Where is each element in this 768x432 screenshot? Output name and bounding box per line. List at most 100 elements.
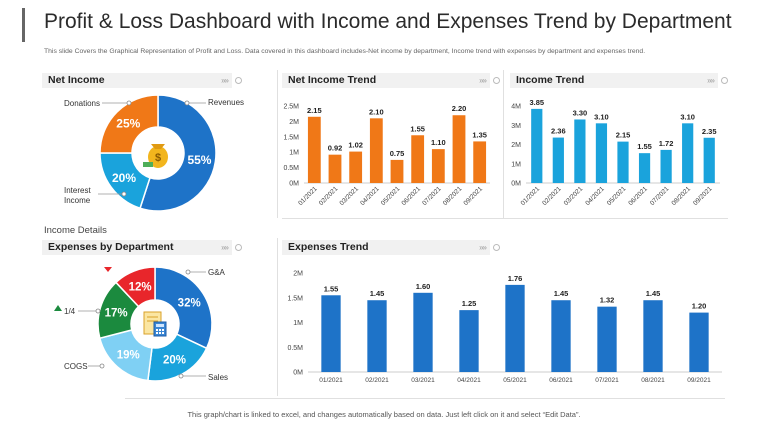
expenses-trend-ytick-3: 1.5M xyxy=(287,295,303,302)
expenses-trend-value-label-2: 1.45 xyxy=(370,289,385,298)
ga-callout-label: G&A xyxy=(208,268,226,277)
net-income-trend-xtick-6: 06/2021 xyxy=(401,185,423,207)
divider-mid-top xyxy=(503,70,504,218)
down-triangle-icon xyxy=(104,267,112,272)
quarter-callout-label: 1/4 xyxy=(64,307,76,316)
expenses-trend-bar-7[interactable] xyxy=(597,306,617,372)
expenses-trend-xtick-8: 08/2021 xyxy=(641,377,665,384)
net-income-slice-label-2: 20% xyxy=(112,171,136,185)
net-income-trend-bar-5[interactable] xyxy=(390,159,404,183)
net-income-trend-xtick-4: 04/2021 xyxy=(359,185,381,207)
income-trend-bar-9[interactable] xyxy=(703,137,715,183)
income-trend-bar-1[interactable] xyxy=(531,108,543,183)
divider-left-top xyxy=(277,70,278,218)
income-trend-bar-3[interactable] xyxy=(574,119,586,183)
expenses-trend-bar-9[interactable] xyxy=(689,312,709,372)
divider-top-row xyxy=(282,218,728,219)
cogs-callout-dot xyxy=(99,363,105,369)
interest-income-callout-label-1: Interest xyxy=(64,186,91,195)
net-income-donut-chart[interactable]: $ 55% 20% 25% Revenues Donations InterestInc… xyxy=(40,90,250,220)
expenses-trend-value-label-8: 1.45 xyxy=(646,289,661,298)
expenses-slice-label-3: 19% xyxy=(117,349,140,361)
expenses-trend-value-label-5: 1.76 xyxy=(508,274,523,283)
net-income-trend-chart[interactable]: 0M 0.5M 1M 1.5M 2M 2.5M 2.15 01/2021 0.92 02/2021… xyxy=(282,94,492,216)
income-trend-ytick-2: 2M xyxy=(511,142,521,149)
expenses-trend-chart[interactable]: 0M 0.5M 1M 1.5M 2M 1.55 01/2021 1.45 02/2021 1.60… xyxy=(284,262,724,392)
net-income-trend-value-label-7: 1.10 xyxy=(431,138,446,147)
calculator-document-icon xyxy=(143,311,167,337)
net-income-trend-value-label-8: 2.20 xyxy=(452,104,467,113)
page-subtitle: This slide Covers the Graphical Represen… xyxy=(44,48,646,55)
expenses-trend-bar-6[interactable] xyxy=(551,300,571,372)
expenses-by-department-arrows-icon: »» xyxy=(221,243,229,252)
income-trend-bar-4[interactable] xyxy=(595,123,608,183)
expenses-trend-bar-3[interactable] xyxy=(413,292,433,372)
net-income-trend-value-label-1: 2.15 xyxy=(307,106,322,115)
expenses-trend-xtick-2: 02/2021 xyxy=(365,377,389,384)
expenses-trend-bar-5[interactable] xyxy=(505,284,525,372)
net-income-trend-value-label-2: 0.92 xyxy=(328,144,343,153)
net-income-trend-bar-2[interactable] xyxy=(328,154,342,183)
expenses-by-department-donut-chart[interactable]: 32% 20% 19% 17% 12% G&A Sales COGS 1/4 xyxy=(40,262,250,387)
net-income-slice-label-3: 25% xyxy=(116,117,140,131)
net-income-trend-value-label-9: 1.35 xyxy=(472,130,487,139)
income-trend-value-label-9: 2.35 xyxy=(702,127,717,136)
income-trend-ytick-4: 4M xyxy=(511,104,521,111)
net-income-slice-3[interactable] xyxy=(99,94,159,154)
footer-note: This graph/chart is linked to excel, and… xyxy=(187,410,581,419)
expenses-by-department-header: Expenses by Department »» xyxy=(42,240,242,255)
income-trend-bar-8[interactable] xyxy=(682,123,694,183)
income-trend-chart[interactable]: 0M 1M 2M 3M 4M 3.85 01/2021 2.36 02/2021 3.30 03/2… xyxy=(508,94,723,216)
sales-callout-dot xyxy=(178,373,184,379)
income-trend-ytick-0: 0M xyxy=(511,181,521,188)
income-trend-value-label-5: 2.15 xyxy=(616,131,631,140)
income-trend-arrows-icon: »» xyxy=(707,76,715,85)
income-trend-xtick-7: 07/2021 xyxy=(649,185,671,207)
title-accent-bar xyxy=(22,8,25,42)
expenses-trend-bar-2[interactable] xyxy=(367,300,387,372)
net-income-trend-xtick-8: 08/2021 xyxy=(442,185,464,207)
income-trend-xtick-1: 01/2021 xyxy=(520,185,542,207)
money-bag-icon: $ xyxy=(143,144,168,168)
net-income-trend-value-label-5: 0.75 xyxy=(390,149,405,158)
income-trend-bar-7[interactable] xyxy=(660,149,672,183)
net-income-trend-ytick-3: 1.5M xyxy=(283,134,299,141)
net-income-trend-bar-7[interactable] xyxy=(431,149,445,183)
page-title: Profit & Loss Dashboard with Income and … xyxy=(44,10,732,33)
net-income-dot-icon xyxy=(235,77,242,84)
net-income-slice-1[interactable] xyxy=(139,94,217,212)
expenses-trend-value-label-7: 1.32 xyxy=(600,296,615,305)
income-trend-value-label-8: 3.10 xyxy=(680,112,695,121)
income-trend-xtick-4: 04/2021 xyxy=(584,185,606,207)
income-trend-bar-2[interactable] xyxy=(552,137,564,183)
net-income-trend-bar-1[interactable] xyxy=(307,116,321,183)
expenses-trend-xtick-1: 01/2021 xyxy=(319,377,343,384)
expenses-trend-bar-4[interactable] xyxy=(459,310,479,372)
net-income-trend-bar-6[interactable] xyxy=(411,135,425,183)
income-trend-header: Income Trend »» xyxy=(510,73,728,88)
net-income-trend-bar-3[interactable] xyxy=(349,151,363,183)
net-income-trend-bar-9[interactable] xyxy=(473,141,487,183)
expenses-trend-value-label-9: 1.20 xyxy=(692,302,707,311)
net-income-trend-bar-4[interactable] xyxy=(369,118,383,183)
revenues-callout-label: Revenues xyxy=(208,98,244,107)
expenses-trend-bar-1[interactable] xyxy=(321,295,341,372)
expenses-slice-5[interactable] xyxy=(114,266,156,308)
income-trend-ytick-3: 3M xyxy=(511,123,521,130)
expenses-by-department-dot-icon xyxy=(235,244,242,251)
expenses-trend-header: Expenses Trend »» xyxy=(282,240,500,255)
expenses-trend-value-label-1: 1.55 xyxy=(324,284,339,293)
net-income-arrows-icon: »» xyxy=(221,76,229,85)
donations-callout-label: Donations xyxy=(64,99,100,108)
expenses-trend-ytick-2: 1M xyxy=(293,320,303,327)
expenses-slice-1[interactable] xyxy=(154,266,213,350)
expenses-trend-xtick-7: 07/2021 xyxy=(595,377,619,384)
net-income-trend-xtick-1: 01/2021 xyxy=(297,185,319,207)
expenses-trend-xtick-4: 04/2021 xyxy=(457,377,481,384)
up-triangle-icon xyxy=(54,305,62,311)
income-trend-bar-6[interactable] xyxy=(638,153,651,183)
income-trend-bar-5[interactable] xyxy=(617,141,629,183)
net-income-trend-bar-8[interactable] xyxy=(452,115,466,183)
expenses-by-department-header-title: Expenses by Department xyxy=(48,241,174,253)
expenses-trend-bar-8[interactable] xyxy=(643,300,663,372)
